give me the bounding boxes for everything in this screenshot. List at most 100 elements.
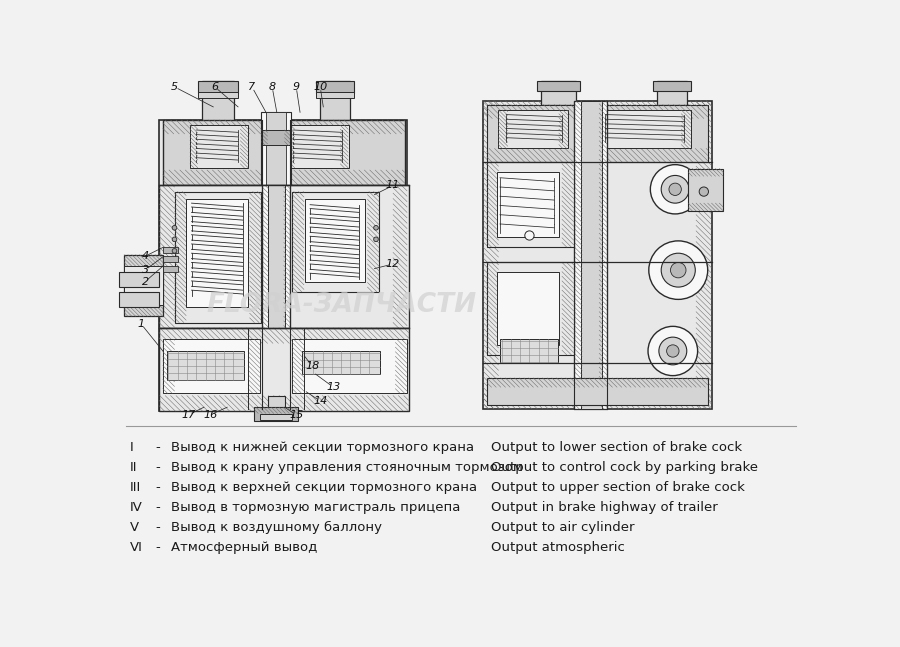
Text: 6: 6 (212, 82, 219, 92)
Bar (287, 126, 349, 168)
Circle shape (669, 183, 681, 195)
Bar (159, 120, 407, 411)
Text: 15: 15 (289, 410, 303, 420)
Text: Output atmospheric: Output atmospheric (491, 541, 625, 554)
Bar (186, 199, 248, 307)
Bar (166, 351, 244, 380)
Bar (159, 328, 409, 411)
Text: 10: 10 (313, 82, 328, 92)
Text: Атмосферный вывод: Атмосферный вывод (171, 541, 318, 554)
Circle shape (662, 175, 689, 203)
Bar (159, 186, 409, 328)
Bar (260, 414, 292, 421)
Text: II: II (130, 461, 137, 474)
Bar (198, 91, 238, 98)
Circle shape (172, 237, 176, 241)
Bar (541, 82, 576, 105)
Bar (163, 265, 178, 272)
Bar (499, 110, 568, 148)
Text: V: V (130, 521, 139, 534)
Bar (302, 351, 380, 374)
Bar (124, 255, 163, 316)
Bar (261, 130, 291, 146)
Text: -: - (155, 441, 160, 454)
Text: 9: 9 (292, 82, 300, 92)
Text: 8: 8 (268, 82, 275, 92)
Bar (163, 340, 260, 393)
Text: 2: 2 (141, 277, 149, 287)
Bar (119, 292, 159, 307)
Text: 16: 16 (203, 410, 217, 420)
Bar (292, 192, 379, 292)
Circle shape (662, 253, 696, 287)
Bar (500, 340, 558, 362)
Text: 4: 4 (141, 251, 149, 261)
Bar (316, 82, 354, 93)
Text: 14: 14 (313, 396, 328, 406)
Text: Вывод к верхней секции тормозного крана: Вывод к верхней секции тормозного крана (171, 481, 478, 494)
Circle shape (651, 164, 700, 214)
Text: 13: 13 (326, 382, 340, 392)
Text: Output to lower section of brake cock: Output to lower section of brake cock (491, 441, 742, 454)
Bar (267, 186, 284, 409)
Circle shape (649, 241, 707, 300)
Bar (487, 378, 707, 405)
Text: Вывод к нижней секции тормозного крана: Вывод к нижней секции тормозного крана (171, 441, 474, 454)
Text: 17: 17 (181, 410, 195, 420)
Bar (190, 126, 248, 168)
Text: I: I (130, 441, 133, 454)
Text: 11: 11 (386, 181, 400, 190)
Bar (316, 91, 354, 98)
Bar (598, 110, 690, 148)
Bar (320, 82, 349, 120)
Circle shape (374, 226, 378, 230)
Bar (175, 192, 261, 322)
Text: -: - (155, 501, 160, 514)
Text: 5: 5 (171, 82, 178, 92)
Bar (163, 120, 405, 186)
Bar (497, 171, 559, 237)
Bar (497, 272, 559, 345)
Text: FLORA-ЗАПЧАСТИ: FLORA-ЗАПЧАСТИ (206, 292, 476, 318)
Bar (657, 82, 687, 105)
Circle shape (374, 237, 378, 241)
Text: -: - (155, 521, 160, 534)
Bar (119, 272, 159, 287)
Text: Вывод в тормозную магистраль прицепа: Вывод в тормозную магистраль прицепа (171, 501, 461, 514)
Text: 1: 1 (138, 319, 145, 329)
Text: 12: 12 (386, 259, 400, 269)
Bar (653, 82, 690, 91)
Circle shape (667, 345, 679, 357)
Text: -: - (155, 461, 160, 474)
Circle shape (172, 226, 176, 230)
Circle shape (648, 326, 698, 376)
Text: Output to air cylinder: Output to air cylinder (491, 521, 634, 534)
Text: 18: 18 (305, 362, 320, 371)
Circle shape (172, 248, 176, 253)
Circle shape (659, 337, 687, 365)
Bar (292, 340, 407, 393)
Text: Вывод к воздушному баллону: Вывод к воздушному баллону (171, 521, 382, 534)
Bar (483, 101, 712, 409)
Text: Вывод к крану управления стояночным тормозом: Вывод к крану управления стояночным торм… (171, 461, 524, 474)
Circle shape (699, 187, 708, 196)
Bar (267, 396, 284, 417)
Bar (487, 263, 573, 355)
Text: VI: VI (130, 541, 142, 554)
Bar (574, 101, 607, 409)
Bar (580, 101, 602, 409)
Bar (537, 82, 580, 91)
Text: 7: 7 (248, 82, 256, 92)
Text: III: III (130, 481, 140, 494)
Text: -: - (155, 481, 160, 494)
Circle shape (670, 263, 686, 278)
Text: IV: IV (130, 501, 142, 514)
Circle shape (525, 231, 534, 240)
Text: Output in brake highway of trailer: Output in brake highway of trailer (491, 501, 717, 514)
Bar (305, 199, 365, 283)
Bar (688, 168, 724, 211)
Bar (202, 82, 234, 124)
Bar (262, 186, 290, 409)
Bar (261, 113, 291, 190)
Text: 3: 3 (141, 265, 149, 275)
